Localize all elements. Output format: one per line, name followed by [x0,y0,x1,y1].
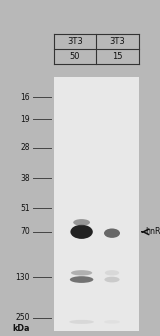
Text: kDa: kDa [12,324,30,333]
Text: 16: 16 [20,93,30,102]
Text: 15: 15 [112,52,123,61]
Text: hnRNP-L: hnRNP-L [145,227,160,236]
Text: 3T3: 3T3 [110,37,125,46]
Ellipse shape [71,270,92,276]
Text: 250: 250 [15,313,30,322]
Bar [54,77,139,331]
Text: 28: 28 [20,143,30,152]
Text: 19: 19 [20,115,30,124]
Text: 130: 130 [15,273,30,282]
Text: 50: 50 [70,52,80,61]
Ellipse shape [70,225,93,239]
Ellipse shape [73,219,90,226]
Ellipse shape [104,277,120,282]
Ellipse shape [69,320,94,324]
Text: 3T3: 3T3 [67,37,83,46]
Text: 51: 51 [20,204,30,213]
Text: 38: 38 [20,174,30,182]
Ellipse shape [104,320,120,324]
Ellipse shape [104,228,120,238]
Ellipse shape [105,270,119,276]
Text: 70: 70 [20,227,30,236]
Ellipse shape [70,276,93,283]
